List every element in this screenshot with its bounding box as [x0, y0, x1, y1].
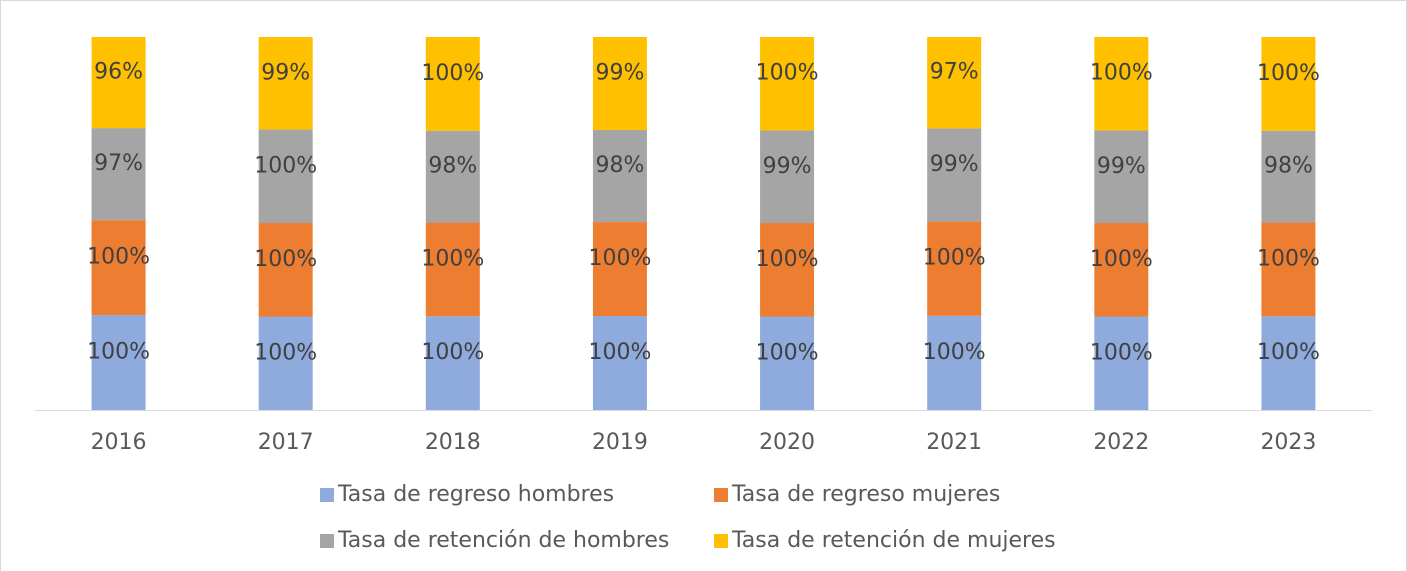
bar-segment [927, 315, 982, 410]
bar-segment [91, 315, 146, 410]
bar-segment [592, 316, 647, 410]
x-tick-label: 2021 [926, 430, 982, 455]
bar-segment [760, 316, 815, 410]
x-tick-label: 2022 [1093, 430, 1149, 455]
bar-segment [258, 129, 313, 224]
data-label: 99% [763, 154, 812, 179]
data-label: 100% [87, 340, 150, 365]
x-tick-label: 2016 [91, 430, 147, 455]
bar-segment [760, 37, 815, 131]
data-label: 100% [588, 340, 651, 365]
bar-segment [425, 37, 480, 131]
x-tick-label: 2020 [759, 430, 815, 455]
bar-segment [927, 37, 982, 129]
bar-segment [1094, 223, 1149, 317]
legend-swatch [714, 534, 728, 548]
data-label: 99% [261, 60, 310, 85]
data-label: 100% [756, 247, 819, 272]
legend-label: Tasa de retención de mujeres [731, 528, 1056, 553]
data-label: 98% [595, 153, 644, 178]
bar-segment [927, 128, 982, 222]
data-label: 99% [1097, 154, 1146, 179]
x-tick-label: 2018 [425, 430, 481, 455]
legend-label: Tasa de retención de hombres [337, 528, 669, 553]
bar-segment [91, 220, 146, 316]
x-tick-label: 2019 [592, 430, 648, 455]
bar-segment [592, 222, 647, 317]
bar-segment [1094, 130, 1149, 224]
legend-label: Tasa de regreso mujeres [731, 482, 1000, 507]
data-label: 100% [1090, 247, 1153, 272]
data-label: 100% [756, 61, 819, 86]
bar-segment [592, 37, 647, 131]
data-label: 100% [923, 246, 986, 271]
data-label: 100% [1090, 61, 1153, 86]
bar-segment [425, 316, 480, 410]
bar-segment [258, 223, 313, 317]
bar-segment [927, 221, 982, 316]
bar-segment [1094, 316, 1149, 410]
data-label: 97% [94, 151, 143, 176]
bar-segment [592, 130, 647, 223]
data-label: 99% [595, 61, 644, 86]
data-label: 100% [923, 340, 986, 365]
bar-segment [1261, 222, 1316, 317]
bar-segment [258, 37, 313, 130]
bar-segment [425, 222, 480, 317]
bar-segment [760, 223, 815, 317]
data-label: 99% [930, 152, 979, 177]
x-tick-label: 2023 [1260, 430, 1316, 455]
bar-segment [1094, 37, 1149, 131]
data-label: 100% [87, 245, 150, 270]
data-label: 100% [756, 340, 819, 365]
data-label: 100% [588, 246, 651, 271]
legend-swatch [320, 534, 334, 548]
data-label: 100% [1090, 340, 1153, 365]
data-label: 100% [1257, 246, 1320, 271]
data-label: 100% [254, 247, 317, 272]
data-label: 100% [254, 340, 317, 365]
legend-swatch [320, 488, 334, 502]
x-tick-label: 2017 [258, 430, 314, 455]
bar-segment [1261, 130, 1316, 223]
data-label: 98% [1264, 154, 1313, 179]
legend-swatch [714, 488, 728, 502]
data-label: 97% [930, 60, 979, 85]
data-label: 100% [1257, 61, 1320, 86]
bar-segment [1261, 316, 1316, 410]
legend-label: Tasa de regreso hombres [337, 482, 614, 507]
data-label: 100% [421, 61, 484, 86]
data-label: 100% [254, 153, 317, 178]
data-label: 100% [421, 246, 484, 271]
bar-segment [425, 130, 480, 223]
bar-segment [1261, 37, 1316, 131]
bar-segment [91, 37, 146, 129]
data-label: 98% [428, 154, 477, 179]
bar-segment [760, 130, 815, 224]
bar-segment [258, 316, 313, 410]
data-label: 100% [1257, 340, 1320, 365]
data-label: 100% [421, 340, 484, 365]
data-label: 96% [94, 60, 143, 85]
bar-segment [91, 128, 146, 221]
